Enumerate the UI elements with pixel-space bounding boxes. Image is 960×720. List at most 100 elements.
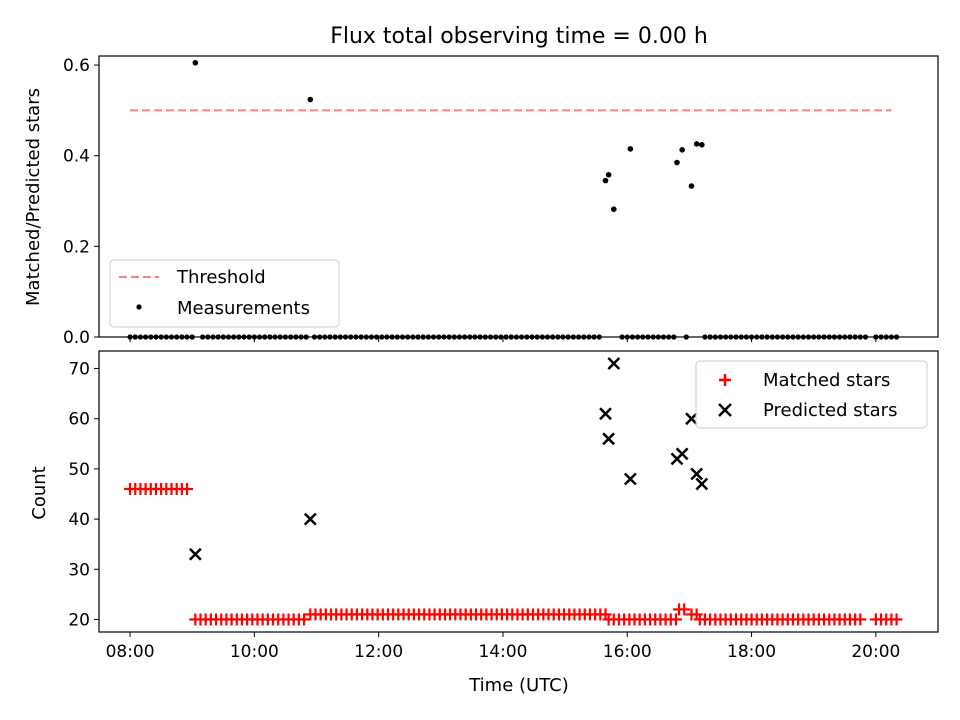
top-ylabel: Matched/Predicted stars [23, 88, 44, 306]
measurement-point [303, 334, 309, 340]
measurement-point [624, 334, 630, 340]
measurement-point [816, 334, 822, 340]
measurement-point [462, 334, 468, 340]
measurement-point [436, 334, 442, 340]
measurement-point [519, 334, 525, 340]
measurement-point [529, 334, 535, 340]
measurement-point [251, 334, 257, 340]
measurement-point [650, 334, 656, 340]
measurement-point [702, 334, 708, 340]
measurement-point [256, 334, 263, 340]
measurement-point [524, 334, 530, 340]
bottom-ytick-label: 50 [68, 460, 90, 480]
measurement-point [795, 334, 801, 340]
top-ytick-label: 0.4 [63, 147, 90, 167]
matched-star-marker [678, 603, 691, 616]
bottom-xtick-label: 16:00 [603, 642, 652, 662]
bottom-ytick-label: 40 [68, 510, 90, 530]
bottom-legend: Matched stars Predicted stars [695, 360, 928, 429]
measurement-point [137, 334, 144, 340]
measurement-point [420, 334, 426, 340]
measurement-point [231, 334, 237, 340]
measurement-point [754, 334, 760, 340]
measurement-point [337, 334, 343, 340]
measurement-point [241, 334, 247, 340]
measurement-point [293, 334, 299, 340]
matched-star-marker [181, 482, 194, 495]
measurement-point [550, 334, 556, 340]
measurement-point [759, 334, 765, 340]
predicted-star-marker [695, 477, 709, 491]
bottom-xtick-label: 14:00 [478, 642, 527, 662]
predicted-star-marker [602, 432, 615, 446]
measurement-point [836, 334, 843, 340]
measurement-point [671, 334, 677, 340]
measurement-point [493, 334, 499, 340]
measurements-legend-label: Measurements [177, 298, 310, 319]
measurement-point [560, 334, 566, 340]
measurement-point [581, 334, 587, 340]
measurement-point [826, 334, 832, 340]
measurement-point [679, 147, 685, 153]
measurement-point [591, 334, 597, 340]
predicted-stars-legend-label: Predicted stars [763, 400, 897, 421]
predicted-star-marker [675, 447, 689, 461]
predicted-star-marker [303, 512, 317, 526]
measurement-point [602, 177, 609, 184]
measurement-point [163, 334, 169, 340]
measurement-point [384, 334, 390, 340]
measurement-point [674, 159, 680, 166]
measurement-point [878, 334, 884, 340]
measurement-point [451, 334, 457, 340]
top-ytick-label: 0.6 [63, 56, 90, 76]
measurement-point [688, 183, 695, 189]
bottom-ytick-label: 20 [68, 610, 90, 630]
predicted-star-marker [607, 357, 621, 370]
measurement-point [467, 334, 473, 340]
measurement-point [539, 334, 545, 340]
top-ytick-label: 0.2 [63, 237, 90, 257]
measurement-point [262, 334, 268, 340]
measurement-point [363, 334, 369, 340]
measurement-point [143, 334, 149, 340]
matched-stars-legend-swatch [719, 374, 731, 386]
measurement-point [498, 334, 504, 340]
measurement-point [456, 334, 463, 340]
measurement-point [472, 334, 478, 340]
measurement-point [288, 334, 294, 340]
measurement-point [857, 334, 863, 340]
measurement-point [723, 334, 729, 340]
measurement-point [405, 334, 411, 340]
bottom-xtick-label: 20:00 [851, 642, 900, 662]
measurement-point [311, 334, 318, 340]
measurement-point [575, 334, 582, 340]
measurement-point [605, 171, 612, 178]
bottom-xtick-label: 18:00 [727, 642, 776, 662]
measurement-point [158, 334, 164, 340]
measurement-point [368, 334, 375, 340]
measurement-point [629, 334, 636, 340]
matched-stars-legend-label: Matched stars [763, 370, 890, 391]
measurement-point [707, 334, 713, 340]
measurement-point [503, 334, 509, 340]
measurement-point [298, 334, 304, 340]
measurement-point [441, 334, 447, 340]
measurement-point [348, 334, 354, 340]
measurement-point [748, 334, 755, 340]
measurement-point [174, 334, 180, 340]
measurement-point [610, 206, 617, 212]
measurement-point [655, 334, 661, 340]
measurement-point [277, 334, 283, 340]
measurement-point [790, 334, 796, 340]
predicted-star-marker [623, 472, 637, 486]
top-legend: Threshold Measurements [109, 259, 340, 328]
measurement-point [394, 334, 400, 340]
measurement-point [712, 334, 718, 340]
measurement-point [482, 334, 488, 340]
bottom-ytick-label: 30 [68, 560, 90, 580]
measurement-point [738, 334, 744, 340]
measurement-point [800, 334, 806, 340]
measurement-point [168, 334, 175, 340]
bottom-plot-frame [98, 350, 939, 633]
